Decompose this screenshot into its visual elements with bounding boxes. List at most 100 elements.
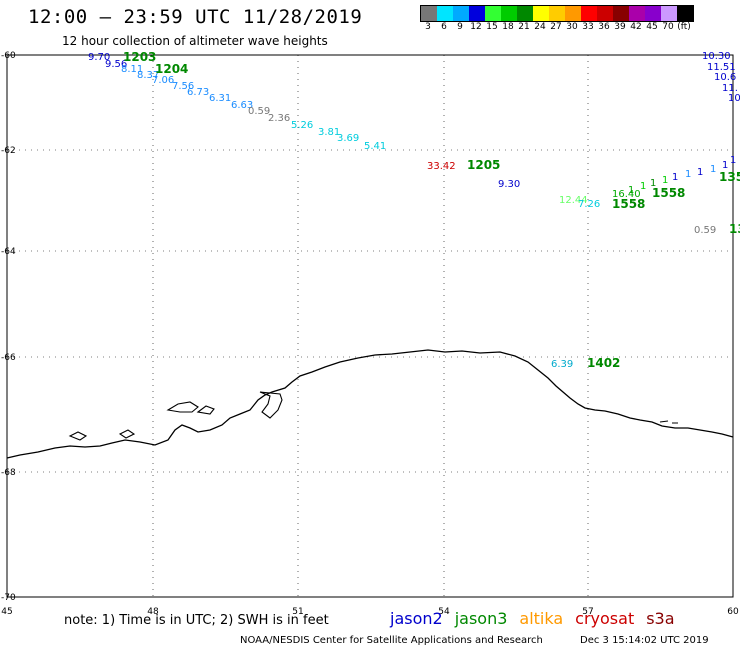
coastline [6, 349, 734, 459]
legend-swatch [549, 6, 565, 21]
legend-label: 45 [646, 22, 658, 32]
wave-height-cluster-mark: 1 [685, 169, 691, 180]
legend-label: 42 [630, 22, 642, 32]
wave-height-label: 6.73 [187, 87, 209, 98]
legend-label: 33 [582, 22, 594, 32]
legend-swatch [677, 6, 693, 21]
legend-label: 70 [662, 22, 674, 32]
wave-height-cluster-mark: 1 [628, 185, 634, 196]
legend-swatch [517, 6, 533, 21]
legend-swatch [597, 6, 613, 21]
legend-swatch [469, 6, 485, 21]
wave-height-cluster-mark: 1 [672, 172, 678, 183]
legend-label: 24 [534, 22, 546, 32]
footer-note: note: 1) Time is in UTC; 2) SWH is in fe… [64, 613, 329, 628]
wave-height-label: 8.11 [121, 64, 143, 75]
map-subtitle: 12 hour collection of altimeter wave hei… [62, 34, 328, 48]
legend-swatch [453, 6, 469, 21]
wave-height-label: 10.30 [702, 51, 731, 62]
wave-height-cluster-mark: 1 [710, 164, 716, 175]
pass-time-label: 1558 [612, 197, 645, 211]
legend-swatch [581, 6, 597, 21]
wave-height-label: 9.30 [498, 179, 520, 190]
lat-tick-label: -60 [1, 51, 16, 61]
wave-height-label: 11. [722, 83, 738, 94]
wave-height-label: 33.42 [427, 161, 456, 172]
satellite-name: cryosat [575, 609, 635, 628]
wave-height-label: 2.36 [268, 113, 290, 124]
lon-tick-label: 48 [147, 607, 159, 617]
wave-height-label: 0.59 [694, 225, 716, 236]
lon-tick-label: 54 [438, 607, 450, 617]
wave-height-cluster-mark: 1 [662, 175, 668, 186]
legend-swatch [565, 6, 581, 21]
wave-height-label: 12.44 [559, 195, 588, 206]
wave-height-label: 10 [728, 93, 740, 104]
wave-height-label: 7.26 [578, 199, 600, 210]
pass-time-label: 135 [719, 170, 740, 184]
satellite-name: jason2 [390, 609, 443, 628]
wave-height-cluster-mark: 1 [722, 160, 728, 171]
legend-label: 36 [598, 22, 610, 32]
coastline-inlet [166, 391, 283, 419]
legend-label: 21 [518, 22, 530, 32]
legend-swatch [485, 6, 501, 21]
lat-tick-label: -68 [1, 468, 16, 478]
map-title: 12:00 — 23:59 UTC 11/28/2019 [28, 6, 363, 28]
lat-tick-label: -70 [1, 593, 16, 603]
wave-height-label: 11.51 [707, 62, 736, 73]
pass-time-label: 1204 [155, 62, 188, 76]
legend-swatch [501, 6, 517, 21]
pass-time-label: 13 [729, 222, 740, 236]
wave-height-label: 5.41 [364, 141, 386, 152]
wave-height-label: 6.31 [209, 93, 231, 104]
map-frame [6, 54, 734, 598]
pass-time-label: 1402 [587, 356, 620, 370]
coastline-islands [68, 420, 678, 441]
credit-line: NOAA/NESDIS Center for Satellite Applica… [240, 635, 543, 646]
wave-height-cluster-mark: 1 [650, 178, 656, 189]
legend-swatch [421, 6, 437, 21]
wave-height-label: 6.39 [551, 359, 573, 370]
lat-tick-label: -66 [1, 353, 16, 363]
satellite-name: jason3 [454, 609, 508, 628]
wave-height-label: 5.26 [291, 120, 313, 131]
legend-label: 27 [550, 22, 562, 32]
wave-height-label: 3.69 [337, 133, 359, 144]
legend-label: 15 [486, 22, 498, 32]
wave-height-label: 16.40 [612, 189, 641, 200]
legend-label: 3 [425, 22, 431, 32]
color-legend [420, 5, 694, 22]
wave-height-label: 9.70 [88, 52, 110, 63]
wave-height-label: 7.06 [152, 75, 174, 86]
lat-tick-label: -64 [1, 247, 16, 257]
map-grid: -60 -62 -64 -66 -68 -70 45 48 51 54 57 60 [1, 51, 739, 617]
wave-height-cluster-mark: 1 [697, 167, 703, 178]
legend-label: 30 [566, 22, 578, 32]
wave-height-cluster-mark: 1 [730, 155, 736, 166]
wave-height-label: 6.63 [231, 100, 253, 111]
wave-height-label: 3.81 [318, 127, 340, 138]
lon-tick-label: 51 [292, 607, 303, 617]
wave-height-label: 9.56 [105, 59, 127, 70]
wave-height-label: 0.59 [248, 106, 270, 117]
wave-height-label: 10.6 [714, 72, 736, 83]
legend-label: 39 [614, 22, 626, 32]
lon-tick-label: 45 [1, 607, 12, 617]
credit-date: Dec 3 15:14:02 UTC 2019 [580, 635, 709, 646]
lon-tick-label: 57 [582, 607, 593, 617]
legend-label: 12 [470, 22, 482, 32]
satellite-name: s3a [646, 609, 675, 628]
lat-tick-label: -62 [1, 146, 16, 156]
satellite-legend: jason2 jason3 altika cryosat s3a [390, 609, 687, 628]
legend-label: 18 [502, 22, 514, 32]
legend-swatch [533, 6, 549, 21]
satellite-name: altika [519, 609, 564, 628]
wave-height-label: 8.37 [137, 70, 159, 81]
legend-label: 9 [457, 22, 463, 32]
legend-swatch [645, 6, 661, 21]
legend-swatch [661, 6, 677, 21]
lon-tick-label: 60 [727, 607, 739, 617]
